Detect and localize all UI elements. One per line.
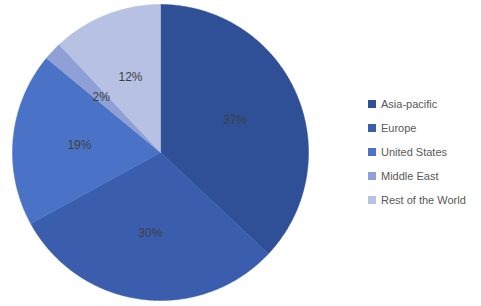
html-text:Rest of the World: Rest of the World — [381, 194, 466, 206]
svg-text:37%: 37% — [223, 113, 247, 127]
html-text:Asia-pacific: Asia-pacific — [381, 98, 438, 110]
html-text:United States: United States — [381, 146, 447, 158]
html-text:Europe: Europe — [381, 122, 417, 134]
svg-text:19%: 19% — [67, 138, 91, 152]
svg-text:12%: 12% — [119, 70, 143, 84]
svg-text:30%: 30% — [138, 226, 162, 240]
svg-text:2%: 2% — [92, 90, 110, 104]
html-text:Middle East: Middle East — [381, 170, 439, 182]
